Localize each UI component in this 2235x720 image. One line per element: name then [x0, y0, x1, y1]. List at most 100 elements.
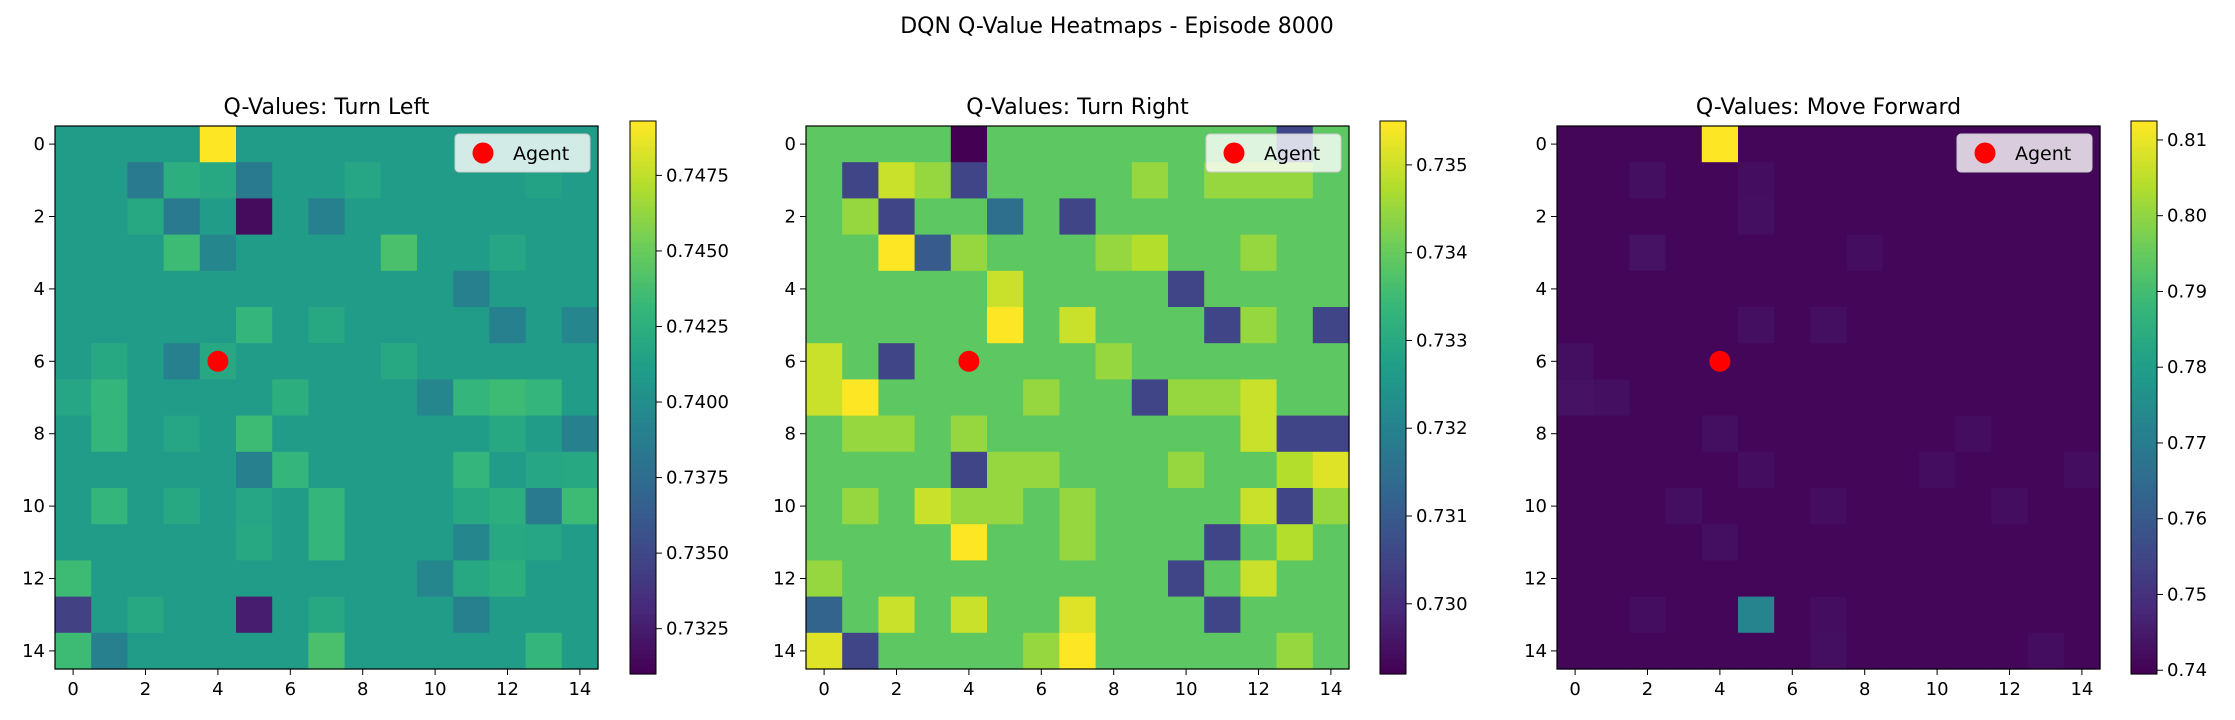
heatmap-cell	[91, 597, 128, 634]
heatmap-cell	[1666, 560, 1703, 597]
y-tick-label: 10	[22, 496, 45, 517]
colorbar-segment	[630, 217, 656, 223]
colorbar-segment	[630, 357, 656, 363]
colorbar-segment	[2131, 604, 2157, 610]
heatmap-cell	[1023, 416, 1060, 453]
heatmap-cell	[91, 416, 128, 453]
heatmap-cell	[987, 307, 1024, 344]
colorbar-segment	[2131, 664, 2157, 670]
heatmap-cell	[562, 452, 599, 489]
heatmap-cell	[562, 560, 599, 597]
colorbar-segment	[1380, 624, 1406, 630]
x-tick-label: 8	[1859, 679, 1870, 700]
colorbar-segment	[1380, 418, 1406, 424]
heatmap-cell	[951, 379, 988, 416]
heatmap-cell	[417, 560, 454, 597]
heatmap-cell	[1629, 162, 1666, 199]
heatmap-cell	[1847, 560, 1884, 597]
colorbar-segment	[1380, 508, 1406, 514]
colorbar-segment	[2131, 307, 2157, 313]
heatmap-cell	[236, 343, 273, 380]
colorbar-segment	[2131, 227, 2157, 233]
heatmap-cell	[878, 307, 915, 344]
heatmap-cell	[806, 343, 843, 380]
heatmap-cell	[987, 379, 1024, 416]
heatmap-cell	[1702, 126, 1739, 163]
heatmap-cell	[1810, 235, 1847, 272]
heatmap-cell	[453, 416, 490, 453]
heatmap-cell	[1847, 162, 1884, 199]
x-tick-label: 12	[1247, 679, 1270, 700]
heatmap-cell	[1313, 452, 1350, 489]
heatmap-cell	[345, 162, 382, 199]
colorbar-segment	[2131, 277, 2157, 283]
colorbar-segment	[2131, 599, 2157, 605]
y-tick-label: 10	[773, 496, 796, 517]
colorbar-segment	[2131, 237, 2157, 243]
heatmap-cell	[562, 633, 599, 670]
heatmap-cell	[2028, 416, 2065, 453]
colorbar-segment	[1380, 468, 1406, 474]
heatmap-cell	[1277, 452, 1314, 489]
colorbar-segment	[2131, 342, 2157, 348]
heatmap-cell	[55, 560, 92, 597]
colorbar-tick-label: 0.7475	[666, 165, 729, 186]
heatmap-cells	[1557, 126, 2101, 670]
heatmap-cell	[1919, 235, 1956, 272]
heatmap-cell	[308, 379, 345, 416]
colorbar-segment	[1380, 217, 1406, 223]
heatmap-cell	[1810, 126, 1847, 163]
heatmap-cell	[381, 162, 418, 199]
colorbar-segment	[2131, 584, 2157, 590]
colorbar-segment	[630, 252, 656, 258]
colorbar-segment	[1380, 272, 1406, 278]
heatmap-cell	[1702, 162, 1739, 199]
colorbar-segment	[2131, 609, 2157, 615]
heatmap-cell	[236, 198, 273, 235]
heatmap-cell	[842, 162, 879, 199]
heatmap-cell	[1168, 126, 1205, 163]
colorbar-segment	[1380, 141, 1406, 147]
heatmap-cell	[417, 452, 454, 489]
colorbar-segment	[630, 186, 656, 192]
colorbar-segment	[1380, 317, 1406, 323]
colorbar-segment	[1380, 332, 1406, 338]
colorbar-segment	[630, 528, 656, 534]
colorbar-segment	[1380, 282, 1406, 288]
colorbar-segment	[1380, 578, 1406, 584]
heatmap-cell	[526, 271, 563, 308]
heatmap-cell	[381, 560, 418, 597]
colorbar-segment	[630, 523, 656, 529]
heatmap-cell	[1810, 488, 1847, 525]
colorbar-segment	[630, 232, 656, 238]
heatmap-cell	[1277, 307, 1314, 344]
colorbar-segment	[2131, 347, 2157, 353]
x-tick-label: 0	[1569, 679, 1580, 700]
heatmap-cell	[526, 235, 563, 272]
heatmap-cell	[1666, 379, 1703, 416]
colorbar-segment	[630, 146, 656, 152]
heatmap-cell	[987, 126, 1024, 163]
heatmap-cell	[1847, 198, 1884, 235]
heatmap-cell	[417, 488, 454, 525]
heatmap-cell	[236, 452, 273, 489]
heatmap-cell	[1847, 452, 1884, 489]
heatmap-cell	[1313, 235, 1350, 272]
heatmap-cell	[345, 198, 382, 235]
heatmap-cell	[878, 597, 915, 634]
colorbar-segment	[2131, 433, 2157, 439]
colorbar-tick-label: 0.734	[1416, 243, 1468, 264]
heatmap-cell	[308, 560, 345, 597]
colorbar-segment	[1380, 156, 1406, 162]
colorbar-segment	[630, 478, 656, 484]
colorbar-segment	[630, 659, 656, 665]
heatmap-cell	[1132, 126, 1169, 163]
heatmap-cell	[1593, 126, 1630, 163]
heatmap-cell	[526, 560, 563, 597]
heatmap-cell	[806, 271, 843, 308]
heatmap-cell	[453, 235, 490, 272]
colorbar-segment	[630, 227, 656, 233]
colorbar-segment	[1380, 649, 1406, 655]
colorbar-segment	[2131, 573, 2157, 579]
heatmap-cell	[1096, 524, 1133, 561]
